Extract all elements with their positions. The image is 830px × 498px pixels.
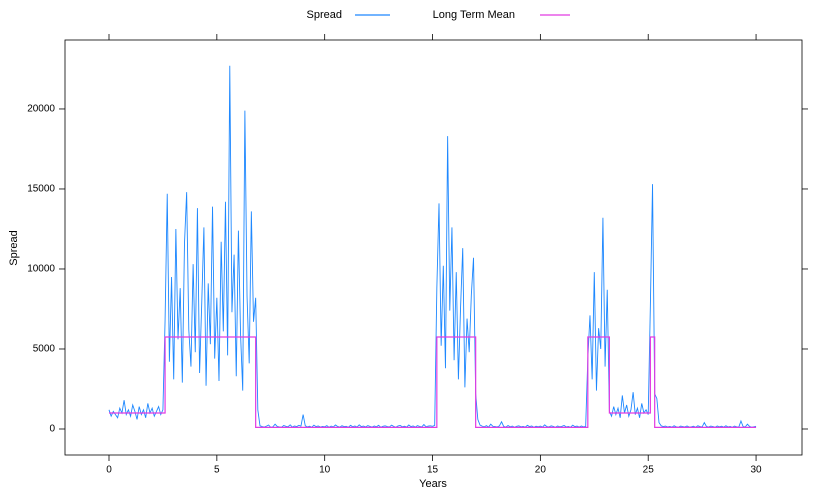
plot-frame [64,39,803,456]
y-tick-label: 15000 [27,184,55,195]
x-tick-label: 5 [214,465,220,476]
y-tick-label: 5000 [33,344,56,355]
x-tick-label: 15 [427,465,439,476]
y-tick-label: 0 [49,424,55,435]
legend-label: Long Term Mean [433,9,515,21]
x-tick-label: 25 [643,465,655,476]
y-tick-label: 20000 [27,104,55,115]
x-tick-label: 0 [106,465,112,476]
line-series [108,65,757,428]
legend-label: Spread [307,9,342,21]
line-series [109,336,757,428]
y-axis-label: Spread [8,230,20,265]
y-tick-label: 10000 [27,264,55,275]
x-axis-label: Years [419,478,447,490]
x-tick-label: 30 [750,465,762,476]
x-tick-label: 10 [319,465,331,476]
x-tick-label: 20 [535,465,547,476]
